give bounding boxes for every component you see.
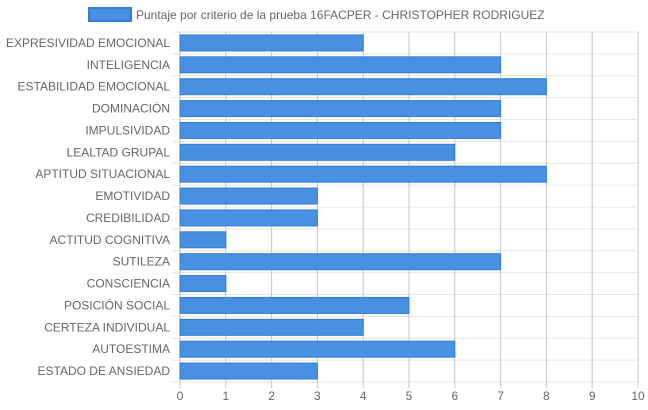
- x-tick-label: 2: [268, 389, 275, 403]
- bar: [179, 165, 547, 183]
- bar: [179, 34, 364, 52]
- legend-label: Puntaje por criterio de la prueba 16FACP…: [136, 8, 545, 22]
- bar: [179, 187, 318, 205]
- bar: [179, 121, 502, 139]
- legend[interactable]: Puntaje por criterio de la prueba 16FACP…: [88, 7, 545, 22]
- x-tick-label: 6: [451, 389, 458, 403]
- bar: [179, 296, 410, 314]
- x-tick-label: 1: [222, 389, 229, 403]
- x-axis: 0 1 2 3 4 5 6 7 8 9 10: [177, 389, 645, 403]
- y-axis: EXPRESIVIDAD EMOCIONAL INTELIGENCIA ESTABI…: [6, 36, 170, 378]
- x-tick-label: 4: [360, 389, 367, 403]
- bar: [179, 143, 456, 161]
- bars: [179, 34, 547, 380]
- y-tick-label: POSICIÓN SOCIAL: [64, 297, 170, 312]
- y-tick-label: ACTITUD COGNITIVA: [50, 233, 170, 247]
- x-tick-label: 3: [314, 389, 321, 403]
- y-tick-label: EXPRESIVIDAD EMOCIONAL: [6, 36, 170, 50]
- bar: [179, 78, 547, 96]
- bar: [179, 231, 227, 249]
- y-tick-label: SUTILEZA: [113, 255, 170, 269]
- y-tick-label: APTITUD SITUACIONAL: [35, 167, 170, 181]
- y-tick-label: IMPULSIVIDAD: [85, 123, 170, 137]
- y-tick-label: CERTEZA INDIVIDUAL: [44, 320, 170, 334]
- bar: [179, 318, 364, 336]
- bar: [179, 100, 502, 118]
- y-tick-label: CREDIBILIDAD: [86, 211, 170, 225]
- x-tick-label: 9: [589, 389, 596, 403]
- y-tick-label: ESTADO DE ANSIEDAD: [38, 364, 171, 378]
- x-tick-label: 5: [406, 389, 413, 403]
- y-tick-label: ESTABILIDAD EMOCIONAL: [18, 80, 171, 94]
- y-tick-label: EMOTIVIDAD: [95, 189, 170, 203]
- x-tick-label: 8: [543, 389, 550, 403]
- bar: [179, 253, 502, 271]
- bar: [179, 362, 318, 380]
- y-tick-label: LEALTAD GRUPAL: [67, 145, 171, 159]
- y-tick-label: CONSCIENCIA: [87, 277, 170, 291]
- y-tick-label: DOMINACIÓN: [92, 101, 170, 116]
- x-tick-label: 0: [177, 389, 184, 403]
- x-tick-label: 7: [497, 389, 504, 403]
- legend-swatch: [88, 7, 132, 22]
- x-tick-label: 10: [631, 389, 645, 403]
- y-tick-label: AUTOESTIMA: [92, 342, 170, 356]
- bar: [179, 209, 318, 227]
- bar: [179, 275, 227, 293]
- bar: [179, 340, 456, 358]
- y-tick-label: INTELIGENCIA: [87, 58, 170, 72]
- bar: [179, 56, 502, 74]
